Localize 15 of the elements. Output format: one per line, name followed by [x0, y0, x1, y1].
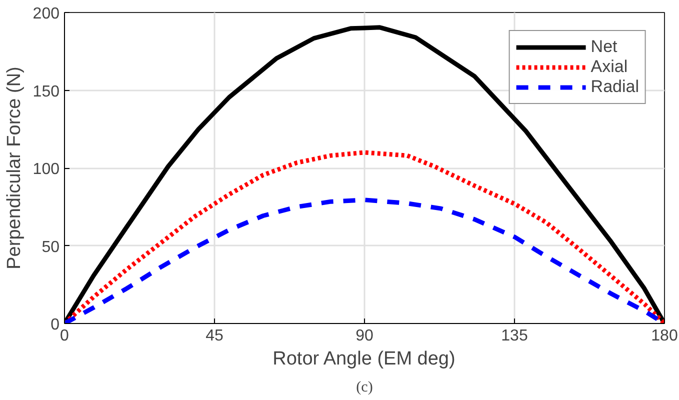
x-axis-title: Rotor Angle (EM deg): [272, 348, 456, 370]
legend-label: Net: [590, 37, 618, 57]
y-tick-label: 100: [32, 161, 60, 178]
x-tick-label: 180: [651, 328, 678, 344]
text: (c): [356, 380, 373, 396]
y-tick-label: 50: [42, 238, 60, 256]
y-axis-title: Perpendicular Force (N): [4, 66, 25, 270]
legend-label: Radial: [590, 77, 639, 97]
x-tick-label: 90: [356, 328, 374, 344]
y-tick-label: 200: [32, 6, 60, 22]
y-tick-label: 0: [50, 316, 60, 334]
x-tick-label: 45: [206, 328, 224, 344]
y-tick-label: 150: [32, 83, 60, 100]
x-tick-label: 135: [501, 328, 528, 344]
legend-label: Axial: [590, 57, 628, 77]
